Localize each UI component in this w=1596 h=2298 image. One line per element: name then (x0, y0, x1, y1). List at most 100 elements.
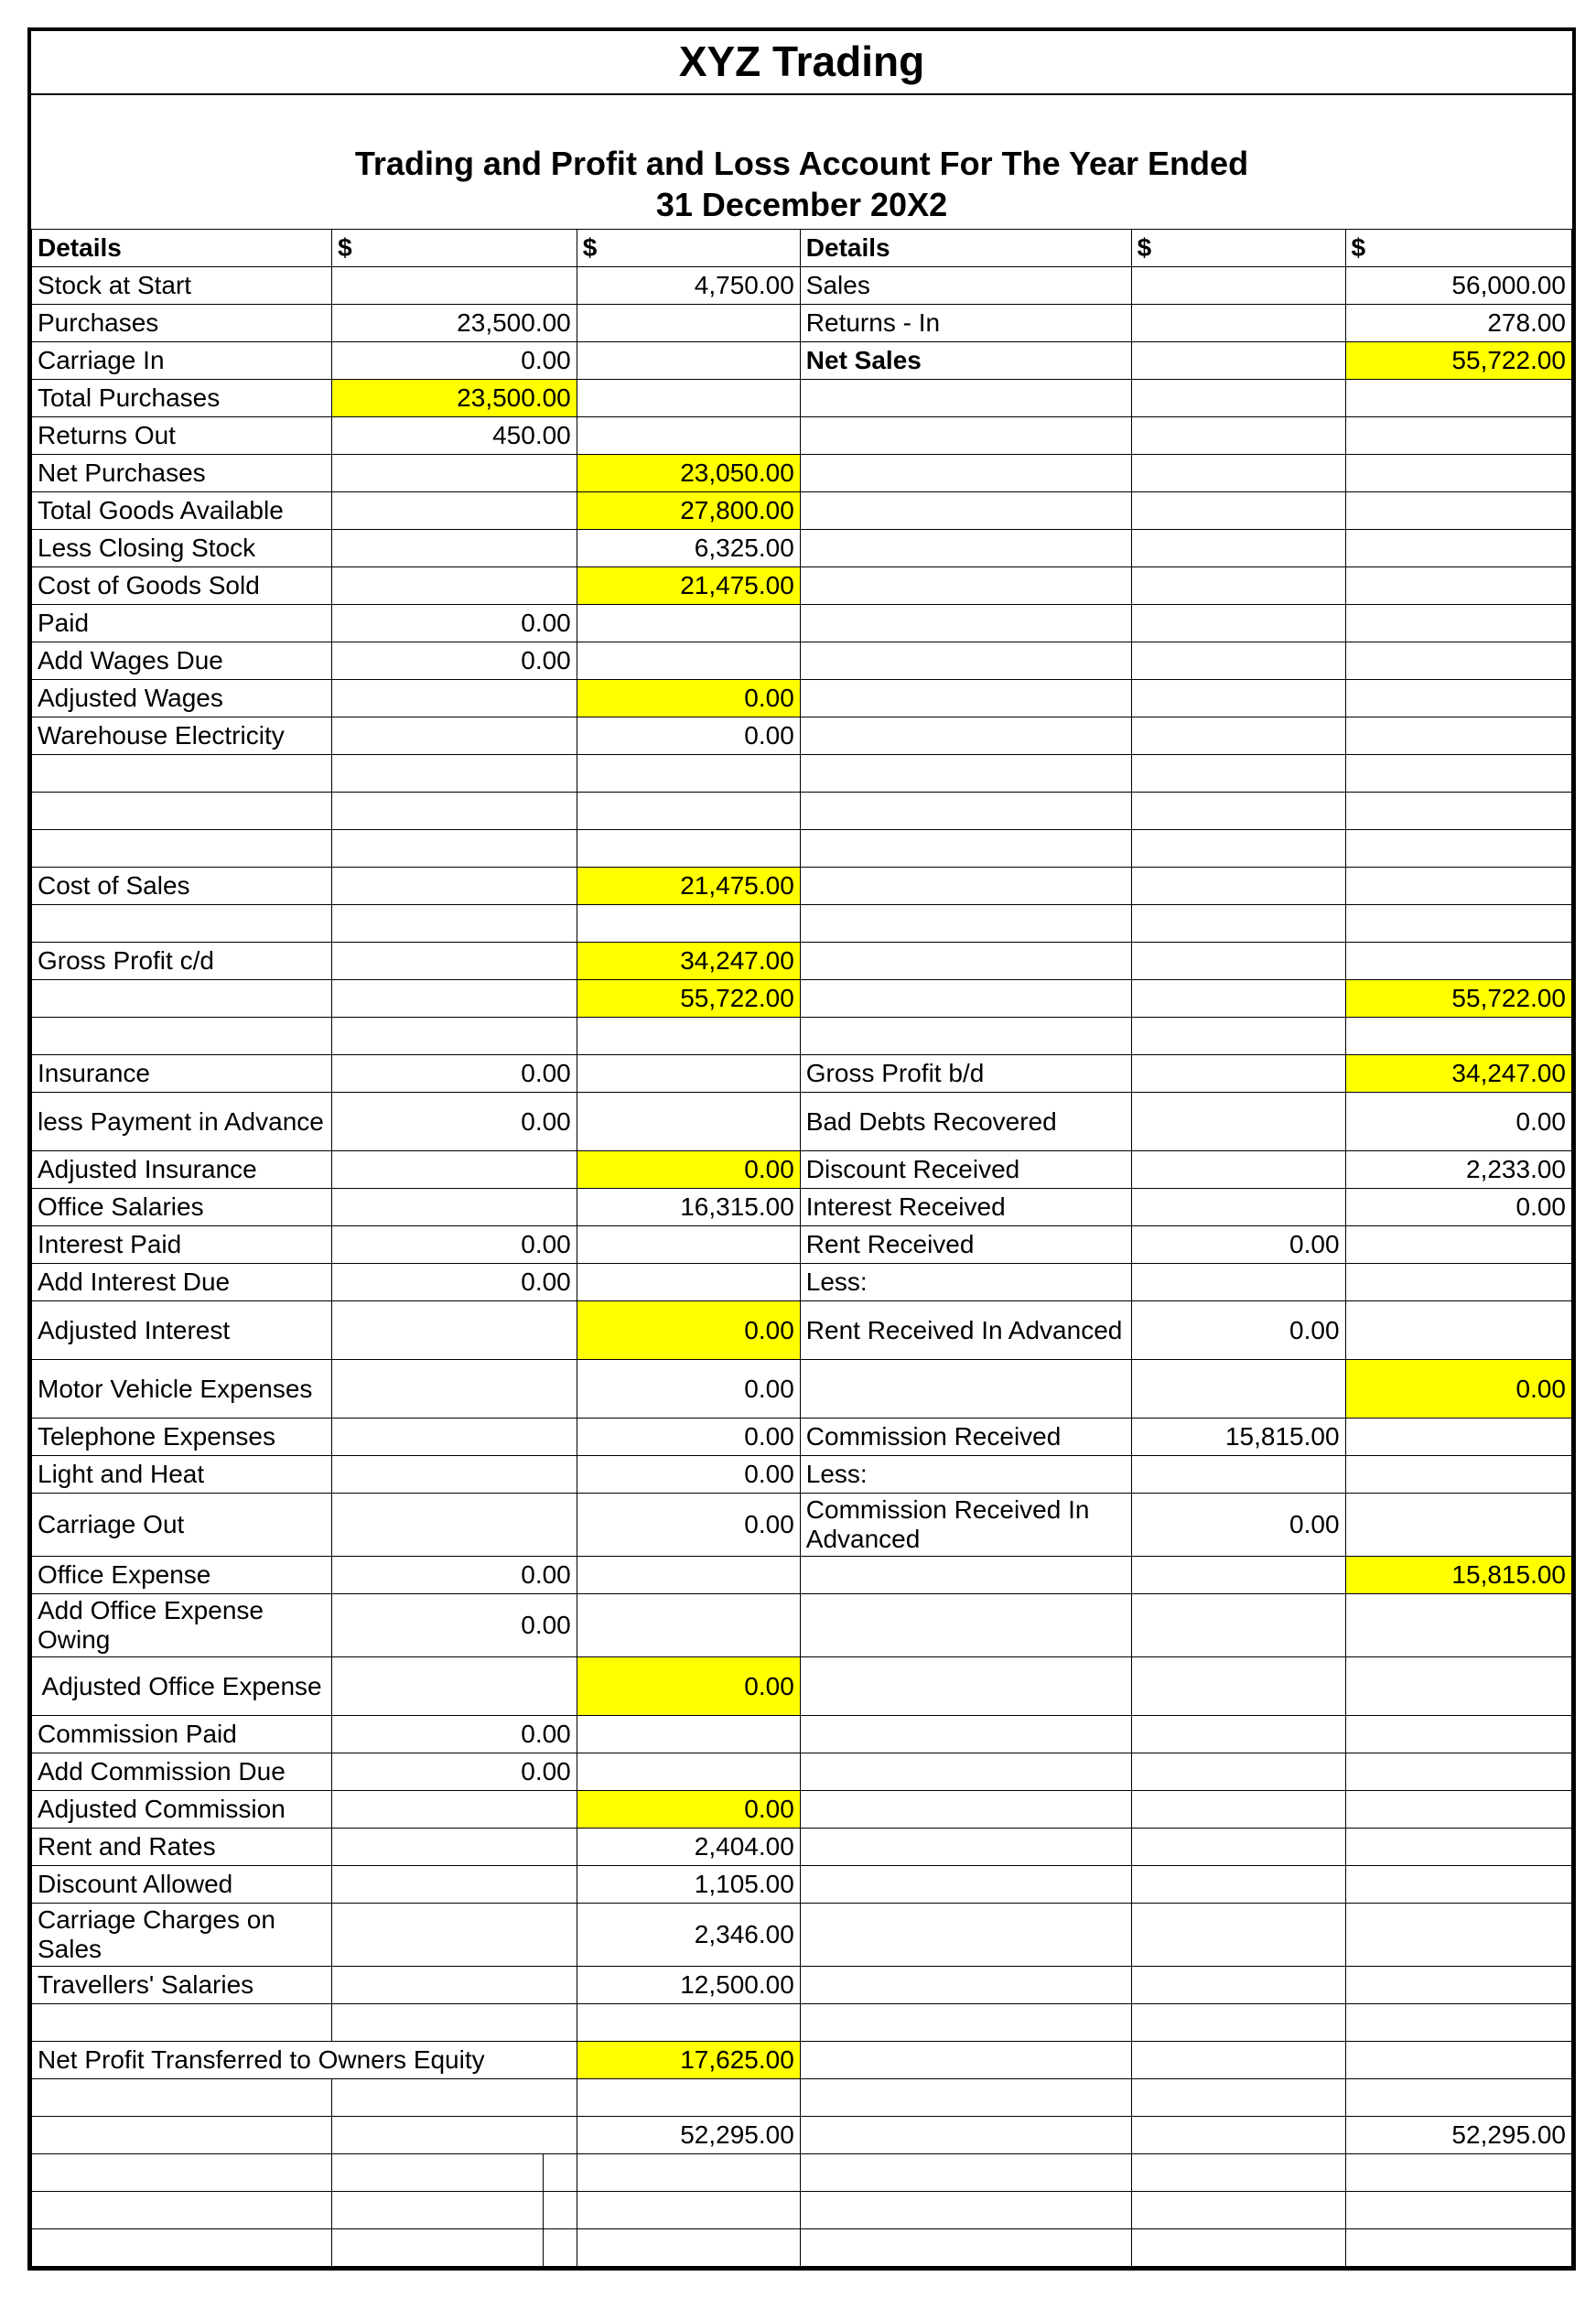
row-label-right (800, 2117, 1131, 2154)
blank-cell (1345, 793, 1571, 830)
left-amount-2: 21,475.00 (577, 567, 800, 605)
row-label-left: Warehouse Electricity (32, 717, 332, 755)
table-row: Purchases23,500.00Returns - In278.00 (32, 305, 1572, 342)
left-amount-2 (577, 305, 800, 342)
cell (800, 2229, 1131, 2267)
row-label-left: Rent and Rates (32, 1829, 332, 1866)
right-amount-2: 0.00 (1345, 1189, 1571, 1226)
row-label-left: Adjusted Office Expense (32, 1657, 332, 1716)
cell (1345, 2154, 1571, 2192)
row-label-right: Less: (800, 1456, 1131, 1494)
left-amount-1 (332, 1904, 577, 1967)
table-row: 55,722.0055,722.00 (32, 980, 1572, 1018)
right-amount-1 (1131, 1093, 1345, 1151)
left-amount-1 (332, 2117, 577, 2154)
table-row: Net Purchases 23,050.00 (32, 455, 1572, 492)
blank-cell (32, 793, 332, 830)
table-row (32, 2079, 1572, 2117)
cell (332, 2154, 544, 2192)
left-amount-1 (332, 980, 577, 1018)
table-row (32, 830, 1572, 868)
ledger-body: Stock at Start4,750.00Sales56,000.00Purc… (32, 267, 1572, 2267)
right-amount-2 (1345, 1967, 1571, 2004)
right-amount-2: 34,247.00 (1345, 1055, 1571, 1093)
blank-cell (577, 793, 800, 830)
left-amount-1: 23,500.00 (332, 380, 577, 417)
left-amount-2: 0.00 (577, 1360, 800, 1419)
row-label-left: Net Purchases (32, 455, 332, 492)
right-amount-2 (1345, 943, 1571, 980)
right-amount-2 (1345, 492, 1571, 530)
right-amount-1: 0.00 (1131, 1301, 1345, 1360)
row-label-right (800, 642, 1131, 680)
report-title-line1: Trading and Profit and Loss Account For … (31, 143, 1572, 184)
right-amount-2: 0.00 (1345, 1360, 1571, 1419)
cell (1131, 2154, 1345, 2192)
row-label-left: Add Commission Due (32, 1753, 332, 1791)
right-amount-1 (1131, 980, 1345, 1018)
row-label-left: Office Salaries (32, 1189, 332, 1226)
left-amount-2: 0.00 (577, 1301, 800, 1360)
row-label-right (800, 530, 1131, 567)
table-row: Adjusted Wages0.00 (32, 680, 1572, 717)
left-amount-1: 0.00 (332, 642, 577, 680)
row-label-right: Discount Received (800, 1151, 1131, 1189)
table-row: Motor Vehicle Expenses0.000.00 (32, 1360, 1572, 1419)
left-amount-2: 17,625.00 (577, 2042, 800, 2079)
row-label-right (800, 868, 1131, 905)
left-amount-2: 1,105.00 (577, 1866, 800, 1904)
right-amount-1 (1131, 492, 1345, 530)
right-amount-1 (1131, 1716, 1345, 1753)
cell (32, 2192, 332, 2229)
left-amount-2: 0.00 (577, 1456, 800, 1494)
row-label-left: Add Office Expense Owing (32, 1594, 332, 1657)
table-row: Carriage In0.00Net Sales55,722.00 (32, 342, 1572, 380)
left-amount-2: 0.00 (577, 1151, 800, 1189)
subtitle-bar: Trading and Profit and Loss Account For … (31, 95, 1572, 229)
hdr-dollar-2: $ (577, 230, 800, 267)
blank-cell (32, 830, 332, 868)
row-label-right (800, 1753, 1131, 1791)
left-amount-2 (577, 1264, 800, 1301)
row-label-left: Carriage In (32, 342, 332, 380)
table-row: Net Profit Transferred to Owners Equity1… (32, 2042, 1572, 2079)
row-label-left: Purchases (32, 305, 332, 342)
hdr-details-right: Details (800, 230, 1131, 267)
row-label-left: Telephone Expenses (32, 1419, 332, 1456)
right-amount-1 (1131, 1904, 1345, 1967)
right-amount-2: 2,233.00 (1345, 1151, 1571, 1189)
row-label-right (800, 717, 1131, 755)
blank-cell (32, 905, 332, 943)
row-label-right (800, 1829, 1131, 1866)
right-amount-1 (1131, 1829, 1345, 1866)
table-row: Total Purchases23,500.00 (32, 380, 1572, 417)
table-row (32, 2229, 1572, 2267)
right-amount-2 (1345, 1791, 1571, 1829)
right-amount-1 (1131, 2042, 1345, 2079)
left-amount-1 (332, 1866, 577, 1904)
right-amount-2 (1345, 680, 1571, 717)
right-amount-2 (1345, 1494, 1571, 1557)
left-amount-2: 23,050.00 (577, 455, 800, 492)
blank-cell (1131, 905, 1345, 943)
blank-cell (332, 755, 577, 793)
table-row: Carriage Charges on Sales2,346.00 (32, 1904, 1572, 1967)
blank-cell (577, 830, 800, 868)
row-label-right (800, 380, 1131, 417)
table-row (32, 755, 1572, 793)
right-amount-2 (1345, 455, 1571, 492)
cell (32, 1018, 332, 1055)
left-amount-2 (577, 342, 800, 380)
row-label-right: Net Sales (800, 342, 1131, 380)
right-amount-2: 55,722.00 (1345, 342, 1571, 380)
left-amount-1 (332, 1829, 577, 1866)
row-label-left: Returns Out (32, 417, 332, 455)
right-amount-1 (1131, 1189, 1345, 1226)
row-label-left: Insurance (32, 1055, 332, 1093)
row-label-left: Light and Heat (32, 1456, 332, 1494)
left-amount-1 (332, 717, 577, 755)
right-amount-2 (1345, 605, 1571, 642)
cell (800, 2079, 1131, 2117)
left-amount-2 (577, 642, 800, 680)
row-label-left: Carriage Charges on Sales (32, 1904, 332, 1967)
